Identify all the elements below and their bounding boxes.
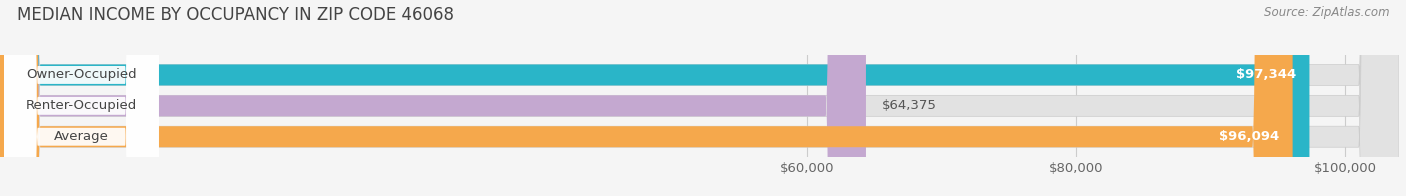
FancyBboxPatch shape xyxy=(4,0,159,196)
FancyBboxPatch shape xyxy=(0,0,866,196)
FancyBboxPatch shape xyxy=(0,0,1309,196)
Text: Owner-Occupied: Owner-Occupied xyxy=(27,68,136,82)
Text: Renter-Occupied: Renter-Occupied xyxy=(25,99,136,112)
Text: $64,375: $64,375 xyxy=(882,99,936,112)
Text: $97,344: $97,344 xyxy=(1236,68,1296,82)
FancyBboxPatch shape xyxy=(4,0,159,196)
Text: Source: ZipAtlas.com: Source: ZipAtlas.com xyxy=(1264,6,1389,19)
Text: MEDIAN INCOME BY OCCUPANCY IN ZIP CODE 46068: MEDIAN INCOME BY OCCUPANCY IN ZIP CODE 4… xyxy=(17,6,454,24)
Text: $96,094: $96,094 xyxy=(1219,130,1279,143)
FancyBboxPatch shape xyxy=(0,0,1292,196)
FancyBboxPatch shape xyxy=(4,0,159,196)
Text: Average: Average xyxy=(53,130,108,143)
